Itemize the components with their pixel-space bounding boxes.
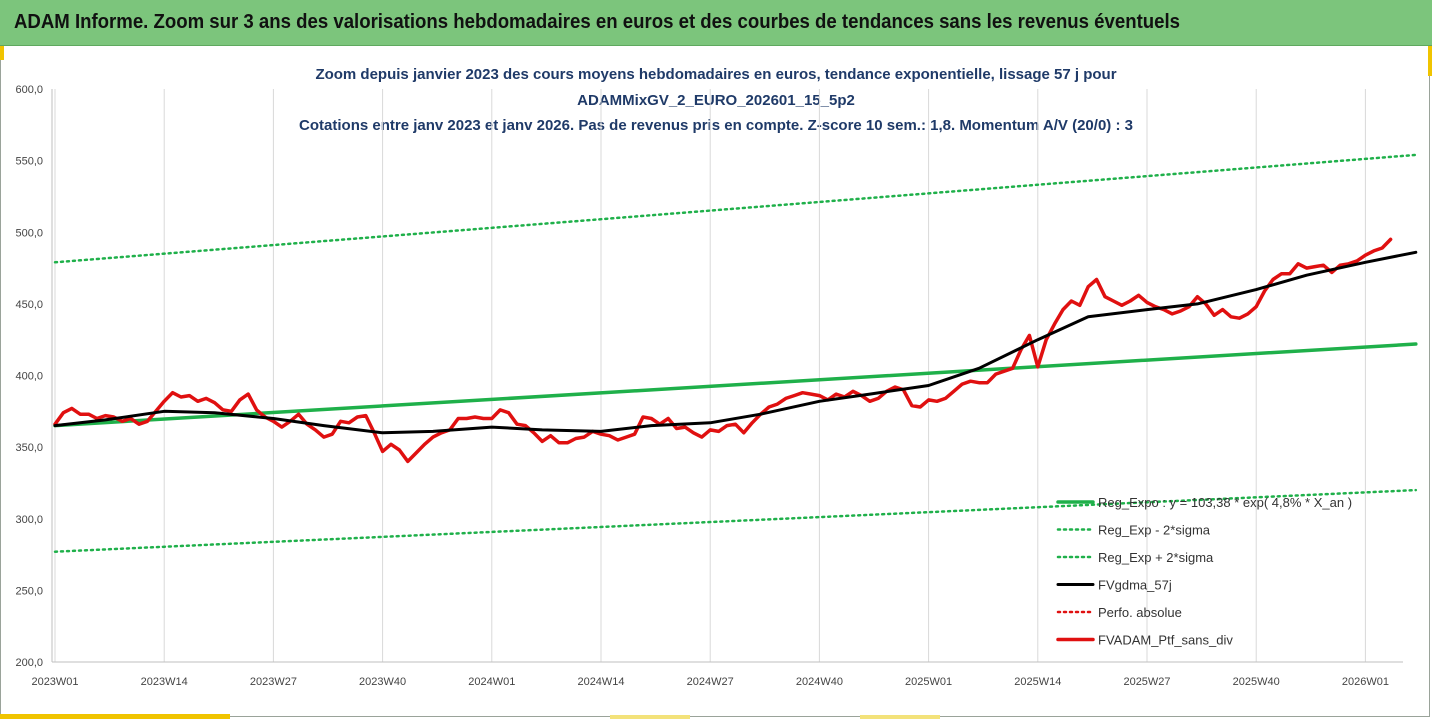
accent-bar-right bbox=[1428, 46, 1432, 76]
accent-bar-bottom-right bbox=[860, 715, 940, 719]
legend-label: Reg_Expo : y = 103,38 * exp( 4,8% * X_an… bbox=[1098, 495, 1352, 510]
accent-bar-left bbox=[0, 46, 4, 60]
series-fvadam-ptf-sans-div-line bbox=[53, 237, 1393, 464]
series-fvgdma-57j-line bbox=[53, 250, 1418, 435]
chart-title-line-1: Zoom depuis janvier 2023 des cours moyen… bbox=[315, 66, 1117, 83]
y-tick-label: 500,0 bbox=[15, 227, 43, 239]
y-tick-label: 300,0 bbox=[15, 514, 43, 526]
series-reg-exp-minus-2sigma-line bbox=[53, 488, 1418, 553]
series-reg-expo-line bbox=[53, 342, 1418, 428]
x-tick-label: 2023W14 bbox=[141, 676, 188, 688]
chart-title-line-2: ADAMMixGV_2_EURO_202601_15_5p2 bbox=[577, 92, 855, 109]
legend-label: Perfo. absolue bbox=[1098, 605, 1182, 620]
x-tick-label: 2023W01 bbox=[31, 676, 78, 688]
x-tick-label: 2023W27 bbox=[250, 676, 297, 688]
legend-label: Reg_Exp - 2*sigma bbox=[1098, 523, 1211, 538]
report-banner: ADAM Informe. Zoom sur 3 ans des valoris… bbox=[0, 0, 1432, 46]
y-tick-label: 350,0 bbox=[15, 442, 43, 454]
chart-title-line-3: Cotations entre janv 2023 et janv 2026. … bbox=[299, 117, 1133, 134]
banner-title: ADAM Informe. Zoom sur 3 ans des valoris… bbox=[14, 11, 1180, 33]
y-tick-label: 600,0 bbox=[15, 84, 43, 96]
y-tick-label: 450,0 bbox=[15, 299, 43, 311]
accent-bar-bottom-middle bbox=[610, 715, 690, 719]
x-tick-label: 2025W14 bbox=[1014, 676, 1061, 688]
x-tick-label: 2025W27 bbox=[1123, 676, 1170, 688]
x-tick-label: 2026W01 bbox=[1342, 676, 1389, 688]
series-reg-exp-plus-2sigma-line bbox=[53, 153, 1418, 264]
x-tick-label: 2025W40 bbox=[1233, 676, 1280, 688]
x-tick-label: 2024W14 bbox=[577, 676, 624, 688]
x-tick-label: 2024W01 bbox=[468, 676, 515, 688]
legend-label: Reg_Exp + 2*sigma bbox=[1098, 550, 1214, 565]
legend-label: FVgdma_57j bbox=[1098, 578, 1172, 593]
legend-label: FVADAM_Ptf_sans_div bbox=[1098, 633, 1233, 648]
x-tick-label: 2025W01 bbox=[905, 676, 952, 688]
y-tick-label: 550,0 bbox=[15, 156, 43, 168]
y-tick-label: 200,0 bbox=[15, 657, 43, 669]
x-tick-label: 2023W40 bbox=[359, 676, 406, 688]
y-tick-label: 400,0 bbox=[15, 371, 43, 383]
accent-bar-bottom bbox=[0, 714, 230, 719]
x-tick-label: 2024W27 bbox=[687, 676, 734, 688]
x-tick-label: 2024W40 bbox=[796, 676, 843, 688]
y-tick-label: 250,0 bbox=[15, 585, 43, 597]
